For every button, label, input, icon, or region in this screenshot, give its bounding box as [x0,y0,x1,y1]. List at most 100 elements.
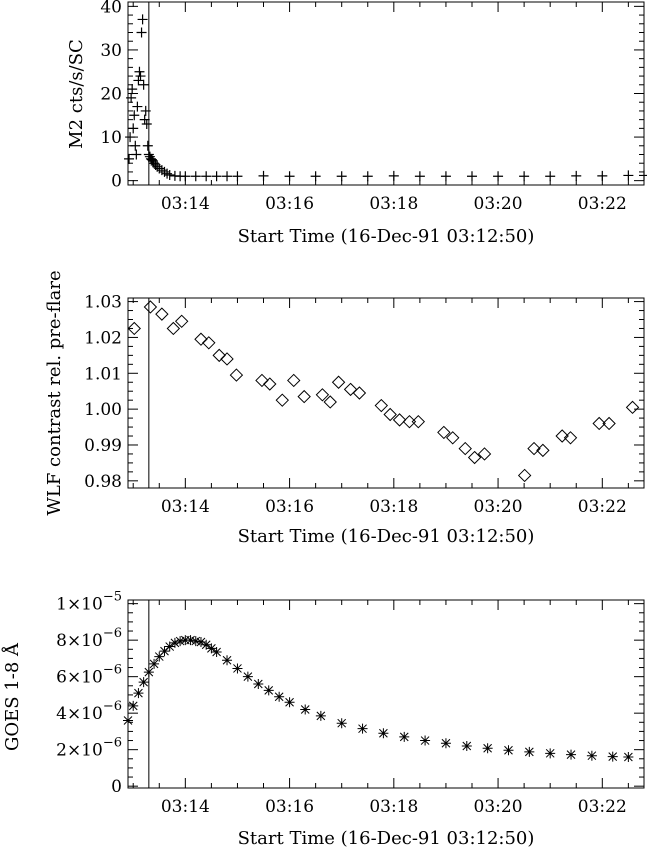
data-point [440,171,451,182]
panel-2-ylabel: WLF contrast rel. pre-flare [44,270,65,515]
data-point [127,84,138,95]
y-tick-label: 1.03 [84,293,122,313]
data-point [437,425,451,440]
y-tick-label: 20 [100,85,122,105]
x-tick-label: 03:16 [265,194,314,214]
data-point [211,647,222,658]
data-point [414,171,425,182]
x-tick-label: 03:18 [369,797,418,817]
data-point [274,691,285,702]
data-point [169,637,180,648]
data-point [129,110,140,121]
data-point [602,416,616,431]
data-point [517,468,532,483]
data-point [174,314,189,329]
y-tick-label: 1×10−5 [56,590,122,615]
data-point [134,66,145,77]
data-point [563,431,578,445]
data-point [128,123,139,134]
x-tick-label: 03:16 [265,797,314,817]
y-tick-label: 6×10−6 [56,663,122,688]
data-point [202,336,216,350]
data-point [310,171,321,182]
data-point [545,748,556,759]
data-point [343,382,358,397]
panel-1-xlabel: Start Time (16-Dec-91 03:12:50) [238,226,535,247]
data-point [566,749,577,760]
data-point [180,171,191,182]
data-point [232,663,243,674]
data-point [362,171,373,182]
data-point [166,321,181,336]
y-tick-label: 2×10−6 [56,736,122,761]
data-point [130,140,141,151]
x-tick-label: 03:22 [578,497,627,517]
data-point [275,393,289,407]
data-point [140,105,151,116]
data-point [195,636,206,647]
data-point [229,368,244,382]
y-tick-label: 8×10−6 [56,626,122,651]
data-point [623,170,634,181]
data-point [399,731,410,742]
panel-3-plot-area: 03:14 03:16 03:18 03:20 03:22 0 2×10−6 4×10−6 6×… [56,590,644,817]
data-point [625,400,640,415]
x-tick-label: 03:18 [369,194,418,214]
data-point [222,655,233,666]
data-point [242,671,253,682]
x-tick-label: 03:16 [265,497,314,517]
data-point [211,171,222,182]
data-point [149,658,160,669]
data-point [136,27,147,38]
data-point [623,751,634,762]
data-point [162,168,173,179]
data-point [331,375,346,389]
data-point [201,639,212,650]
data-point [263,377,277,391]
data-point [125,132,136,143]
data-point [493,171,504,182]
data-point [477,447,492,461]
data-point [284,171,295,182]
y-tick-label: 10 [100,128,122,148]
data-point [139,114,150,125]
data-point [357,723,368,734]
data-point [315,388,330,402]
panel-1-frame [127,1,645,186]
y-tick-label: 0 [111,172,122,192]
data-point [467,171,477,182]
data-point [420,735,431,746]
data-point [536,443,550,458]
data-point [323,395,337,409]
data-point [159,166,170,177]
y-tick-label: 1.01 [84,364,122,384]
data-point [315,710,326,721]
x-tick-label: 03:20 [474,497,523,517]
y-tick-label: 30 [100,41,122,61]
y-tick-label: 0.99 [84,436,122,456]
data-point [137,14,148,25]
data-point [222,171,233,182]
data-point [545,171,556,182]
data-point [124,153,135,164]
x-tick-label: 03:14 [161,797,210,817]
data-point [190,636,201,647]
data-point [133,75,144,86]
data-point [143,300,158,314]
data-point [253,678,264,689]
data-point [374,398,389,413]
x-tick-label: 03:14 [161,194,210,214]
data-point [555,429,569,443]
data-point [138,677,149,688]
data-point [154,163,165,174]
data-point [156,165,167,176]
panel-m2-counts: 03:14 03:16 03:18 03:20 03:22 0 10 20 30 40 M2 ct… [66,0,647,247]
x-tick-label: 03:18 [369,497,418,517]
data-point [127,321,141,336]
data-point [133,688,144,699]
panel-1-plot-area: 03:14 03:16 03:18 03:20 03:22 0 10 20 30 40 [100,0,647,214]
x-tick-label: 03:20 [474,797,523,817]
data-point [383,407,397,422]
data-point [131,149,142,160]
